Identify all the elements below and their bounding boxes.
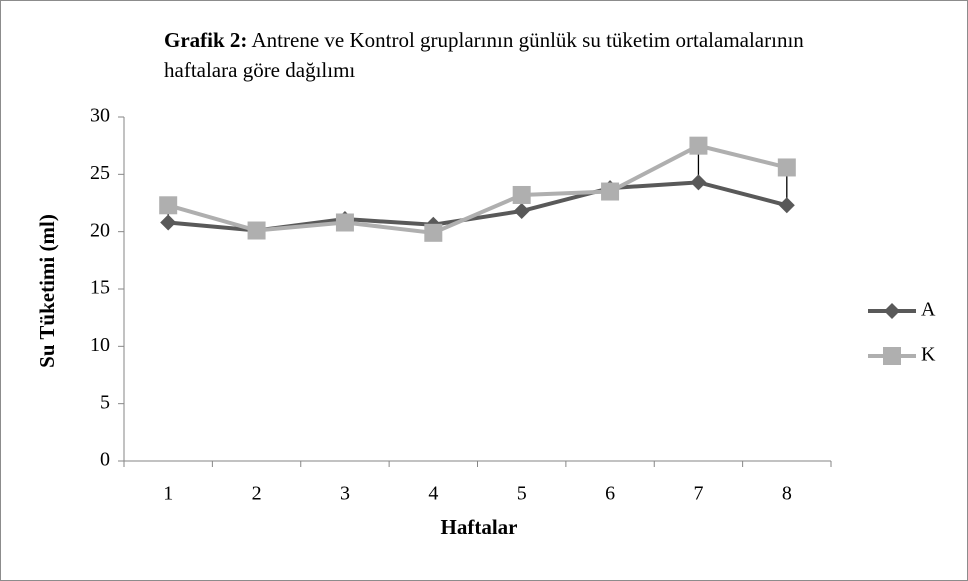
y-tick-label: 5 (100, 391, 110, 413)
y-tick-label: 20 (90, 219, 110, 241)
x-tick-label: 4 (428, 483, 438, 505)
legend-label: K (921, 344, 936, 366)
legend-marker (884, 303, 900, 319)
point (160, 214, 177, 231)
point (247, 221, 266, 240)
y-axis-label: Su Tüketimi (ml) (35, 214, 59, 368)
y-tick-label: 10 (90, 334, 110, 356)
title-text: Antrene ve Kontrol gruplarının günlük su… (164, 28, 804, 82)
point (159, 196, 178, 215)
x-tick-label: 1 (163, 483, 173, 505)
x-axis-label: Haftalar (441, 515, 518, 539)
point (513, 203, 530, 220)
point (690, 174, 707, 191)
point (601, 182, 620, 201)
point (512, 185, 531, 204)
x-tick-label: 3 (340, 483, 350, 505)
point (424, 223, 443, 242)
chart-title: Grafik 2: Antrene ve Kontrol gruplarının… (164, 25, 854, 85)
title-bold: Grafik 2: (164, 28, 248, 52)
y-tick-label: 0 (100, 449, 110, 471)
x-tick-label: 7 (693, 483, 703, 505)
point (777, 158, 796, 177)
point (689, 136, 708, 155)
point (335, 213, 354, 232)
x-tick-label: 8 (782, 483, 792, 505)
x-tick-label: 2 (252, 483, 262, 505)
y-tick-label: 15 (90, 277, 110, 299)
point (778, 197, 795, 214)
x-tick-label: 6 (605, 483, 615, 505)
series-line (167, 143, 788, 235)
legend-marker (883, 347, 901, 365)
y-tick-label: 25 (90, 162, 110, 184)
x-tick-label: 5 (517, 483, 527, 505)
y-tick-label: 30 (90, 105, 110, 127)
legend-label: A (921, 299, 936, 321)
